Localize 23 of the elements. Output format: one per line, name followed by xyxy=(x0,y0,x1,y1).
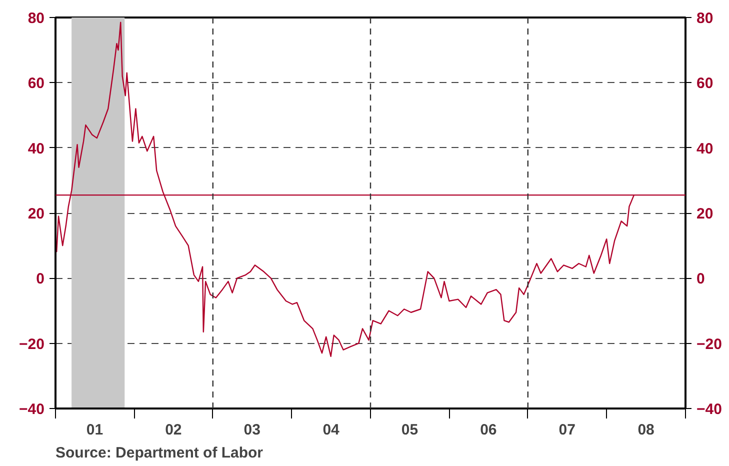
x-tick-label: 04 xyxy=(322,422,340,438)
x-tick-label: 03 xyxy=(244,422,260,438)
y2-tick-label: 80 xyxy=(696,10,714,27)
x-tick-label: 08 xyxy=(638,422,654,438)
y-tick-label: 20 xyxy=(28,206,45,222)
y2-tick-label: −40 xyxy=(696,401,722,418)
y2-tick-label: 40 xyxy=(696,140,714,158)
y-tick-label: 60 xyxy=(28,75,45,92)
y2-tick-label: 60 xyxy=(696,75,714,92)
x-tick-label: 02 xyxy=(165,422,182,438)
y-tick-label: −20 xyxy=(19,336,45,353)
y-tick-label: −40 xyxy=(19,401,45,418)
y-tick-label: 80 xyxy=(28,10,45,27)
x-tick-label: 05 xyxy=(401,422,418,438)
y2-tick-label: 20 xyxy=(696,206,714,222)
y-tick-label: 0 xyxy=(36,270,44,288)
x-tick-label: 01 xyxy=(86,422,104,438)
source-note: Source: Department of Labor xyxy=(56,444,264,462)
y-tick-label: 40 xyxy=(28,140,45,158)
y2-tick-label: 0 xyxy=(696,270,705,288)
y2-tick-label: −20 xyxy=(696,336,722,353)
x-tick-label: 07 xyxy=(558,422,576,438)
x-tick-label: 06 xyxy=(480,422,497,438)
